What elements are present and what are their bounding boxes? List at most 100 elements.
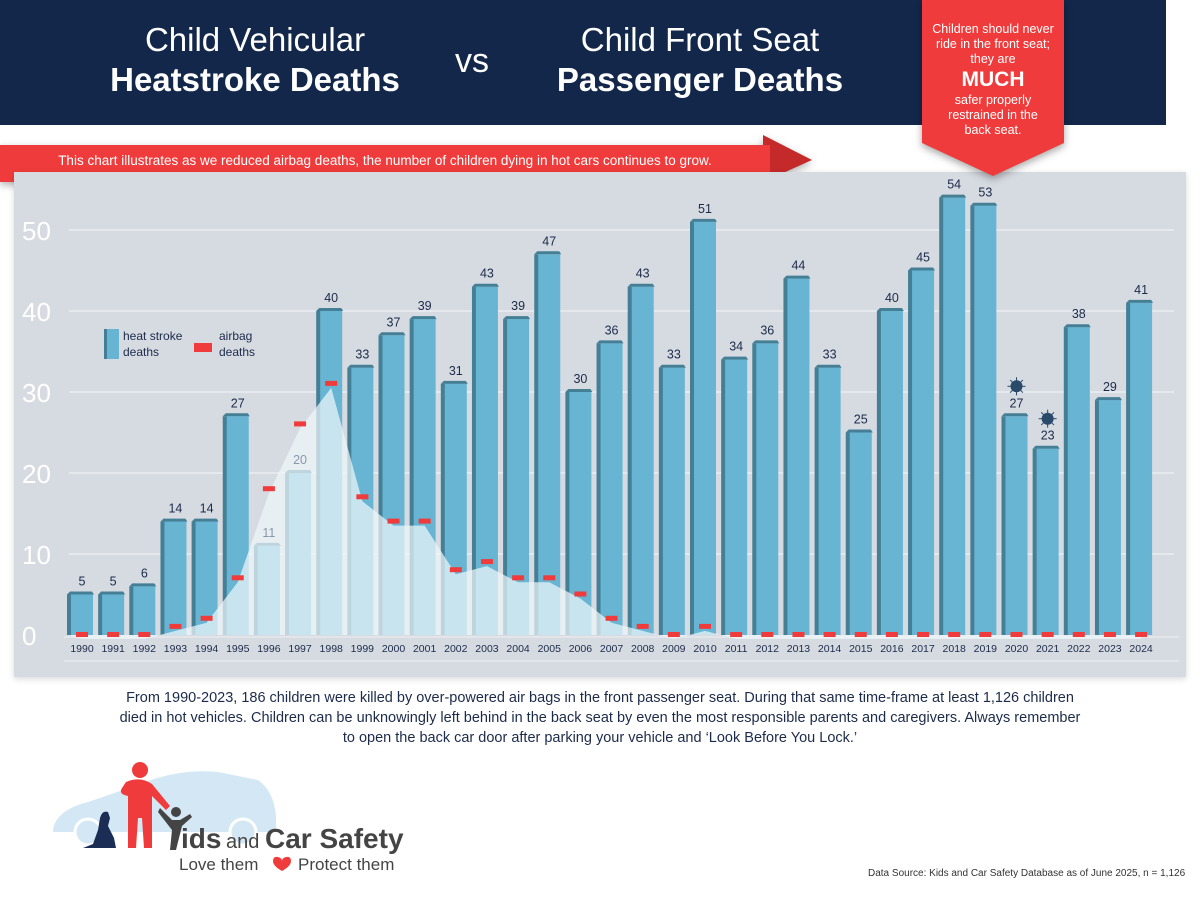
- bar-1991: [102, 594, 125, 635]
- bar-2006: [569, 392, 592, 635]
- bar-2010: [694, 221, 716, 635]
- callout-shape: [922, 0, 1064, 176]
- callout-emphasis: MUCH: [961, 68, 1025, 91]
- bar-1992: [133, 586, 156, 635]
- bar-top-2017: [908, 267, 936, 271]
- x-tick-label: 1992: [133, 643, 157, 655]
- x-tick-label: 2000: [382, 643, 406, 655]
- bar-value-label: 45: [916, 251, 930, 265]
- bar-top-2016: [876, 308, 904, 311]
- bar-value-label: 51: [698, 202, 712, 216]
- bar-value-label: 14: [168, 502, 182, 516]
- bar-value-label: 43: [480, 267, 494, 281]
- bar-value-label: 53: [978, 186, 992, 200]
- airbag-marker-2001: [418, 518, 431, 524]
- bar-value-label: 43: [636, 267, 650, 281]
- bar-value-label: 6: [141, 566, 148, 580]
- airbag-marker-2018: [948, 632, 961, 637]
- bar-2015: [849, 432, 872, 635]
- bar-value-label: 38: [1072, 307, 1086, 321]
- title-left-line2: Heatstroke Deaths: [110, 61, 400, 98]
- bar-2014: [818, 367, 841, 635]
- bar-side-2018: [939, 197, 945, 635]
- x-tick-label: 2010: [693, 643, 717, 655]
- bar-top-1995: [222, 413, 250, 417]
- legend-airbag-swatch: [194, 343, 212, 352]
- airbag-marker-2017: [917, 632, 930, 637]
- airbag-marker-2000: [387, 518, 400, 524]
- callout-line4: safer properly: [954, 93, 1032, 107]
- x-tick-label: 2001: [413, 643, 437, 655]
- bar-2012: [756, 343, 779, 635]
- bar-value-label: 36: [605, 323, 619, 337]
- x-tick-label: 2020: [1005, 643, 1029, 655]
- bar-side-2011: [721, 359, 727, 635]
- x-tick-label: 2009: [662, 643, 686, 655]
- title-heatstroke: Child Vehicular Heatstroke Deaths: [60, 20, 450, 100]
- bar-value-label: 33: [667, 348, 681, 362]
- bar-top-2009: [658, 364, 686, 368]
- bar-value-label: 14: [200, 502, 214, 516]
- callout-line2: ride in the front seat;: [936, 37, 1050, 51]
- legend-airbag-label-line1: airbag: [219, 329, 252, 343]
- y-tick-label: 10: [22, 540, 51, 570]
- x-tick-label: 1991: [101, 643, 125, 655]
- bar-side-2007: [596, 343, 602, 635]
- bar-top-1991: [98, 591, 126, 595]
- bar-side-2016: [876, 311, 882, 635]
- y-tick-label: 30: [22, 378, 51, 408]
- bar-top-2004: [503, 316, 531, 320]
- x-tick-label: 1990: [70, 643, 94, 655]
- bar-top-2002: [440, 380, 468, 384]
- airbag-marker-2013: [792, 632, 805, 637]
- bar-top-2001: [409, 316, 437, 320]
- bar-2009: [662, 367, 685, 635]
- virus-icon: [1038, 409, 1057, 428]
- kids-and-car-safety-logo: ids and Car Safety Love them Protect the…: [48, 760, 438, 880]
- bar-side-2001: [409, 319, 415, 635]
- bar-value-label: 33: [823, 348, 837, 362]
- title-right-line2: Passenger Deaths: [556, 61, 844, 98]
- bar-side-2010: [690, 221, 695, 635]
- x-tick-label: 2011: [725, 643, 748, 655]
- x-tick-label: 1995: [226, 643, 250, 655]
- bar-side-2003: [471, 286, 477, 635]
- heart-icon: [273, 856, 291, 871]
- airbag-marker-1999: [356, 494, 369, 500]
- bar-top-2003: [471, 283, 499, 287]
- y-tick-label: 0: [22, 621, 36, 651]
- x-tick-label: 2017: [911, 643, 935, 655]
- airbag-marker-1995: [231, 575, 244, 581]
- airbag-marker-1998: [325, 380, 338, 386]
- bar-top-2007: [596, 340, 624, 344]
- callout-line3: they are: [970, 52, 1016, 66]
- x-tick-label: 2019: [974, 643, 998, 655]
- x-tick-label: 2015: [849, 643, 873, 655]
- bar-value-label: 25: [854, 413, 868, 427]
- x-tick-label: 2024: [1129, 643, 1153, 655]
- callout-line5: restrained in the: [948, 108, 1038, 122]
- bar-top-1992: [129, 583, 157, 587]
- bar-top-2015: [845, 429, 873, 433]
- bar-side-1992: [129, 586, 135, 635]
- bar-value-label: 29: [1103, 380, 1117, 394]
- airbag-marker-2003: [480, 559, 493, 565]
- bar-side-2004: [503, 319, 509, 635]
- airbag-marker-2024: [1135, 632, 1148, 637]
- bar-top-2013: [783, 275, 811, 279]
- x-tick-label: 2003: [475, 643, 499, 655]
- bar-value-label: 30: [573, 372, 587, 386]
- bar-1993: [164, 521, 187, 635]
- bar-side-1994: [191, 521, 197, 635]
- bar-2018: [943, 197, 966, 635]
- airbag-marker-1997: [294, 421, 307, 427]
- bar-2024: [1130, 302, 1153, 635]
- x-tick-label: 1997: [288, 643, 312, 655]
- front-seat-callout: Children should never ride in the front …: [922, 0, 1064, 176]
- x-tick-label: 2018: [943, 643, 967, 655]
- y-tick-label: 50: [22, 216, 51, 246]
- bar-side-2000: [378, 335, 384, 635]
- title-passenger: Child Front Seat Passenger Deaths: [530, 20, 870, 100]
- bar-2011: [725, 359, 748, 635]
- bar-value-label: 39: [418, 299, 432, 313]
